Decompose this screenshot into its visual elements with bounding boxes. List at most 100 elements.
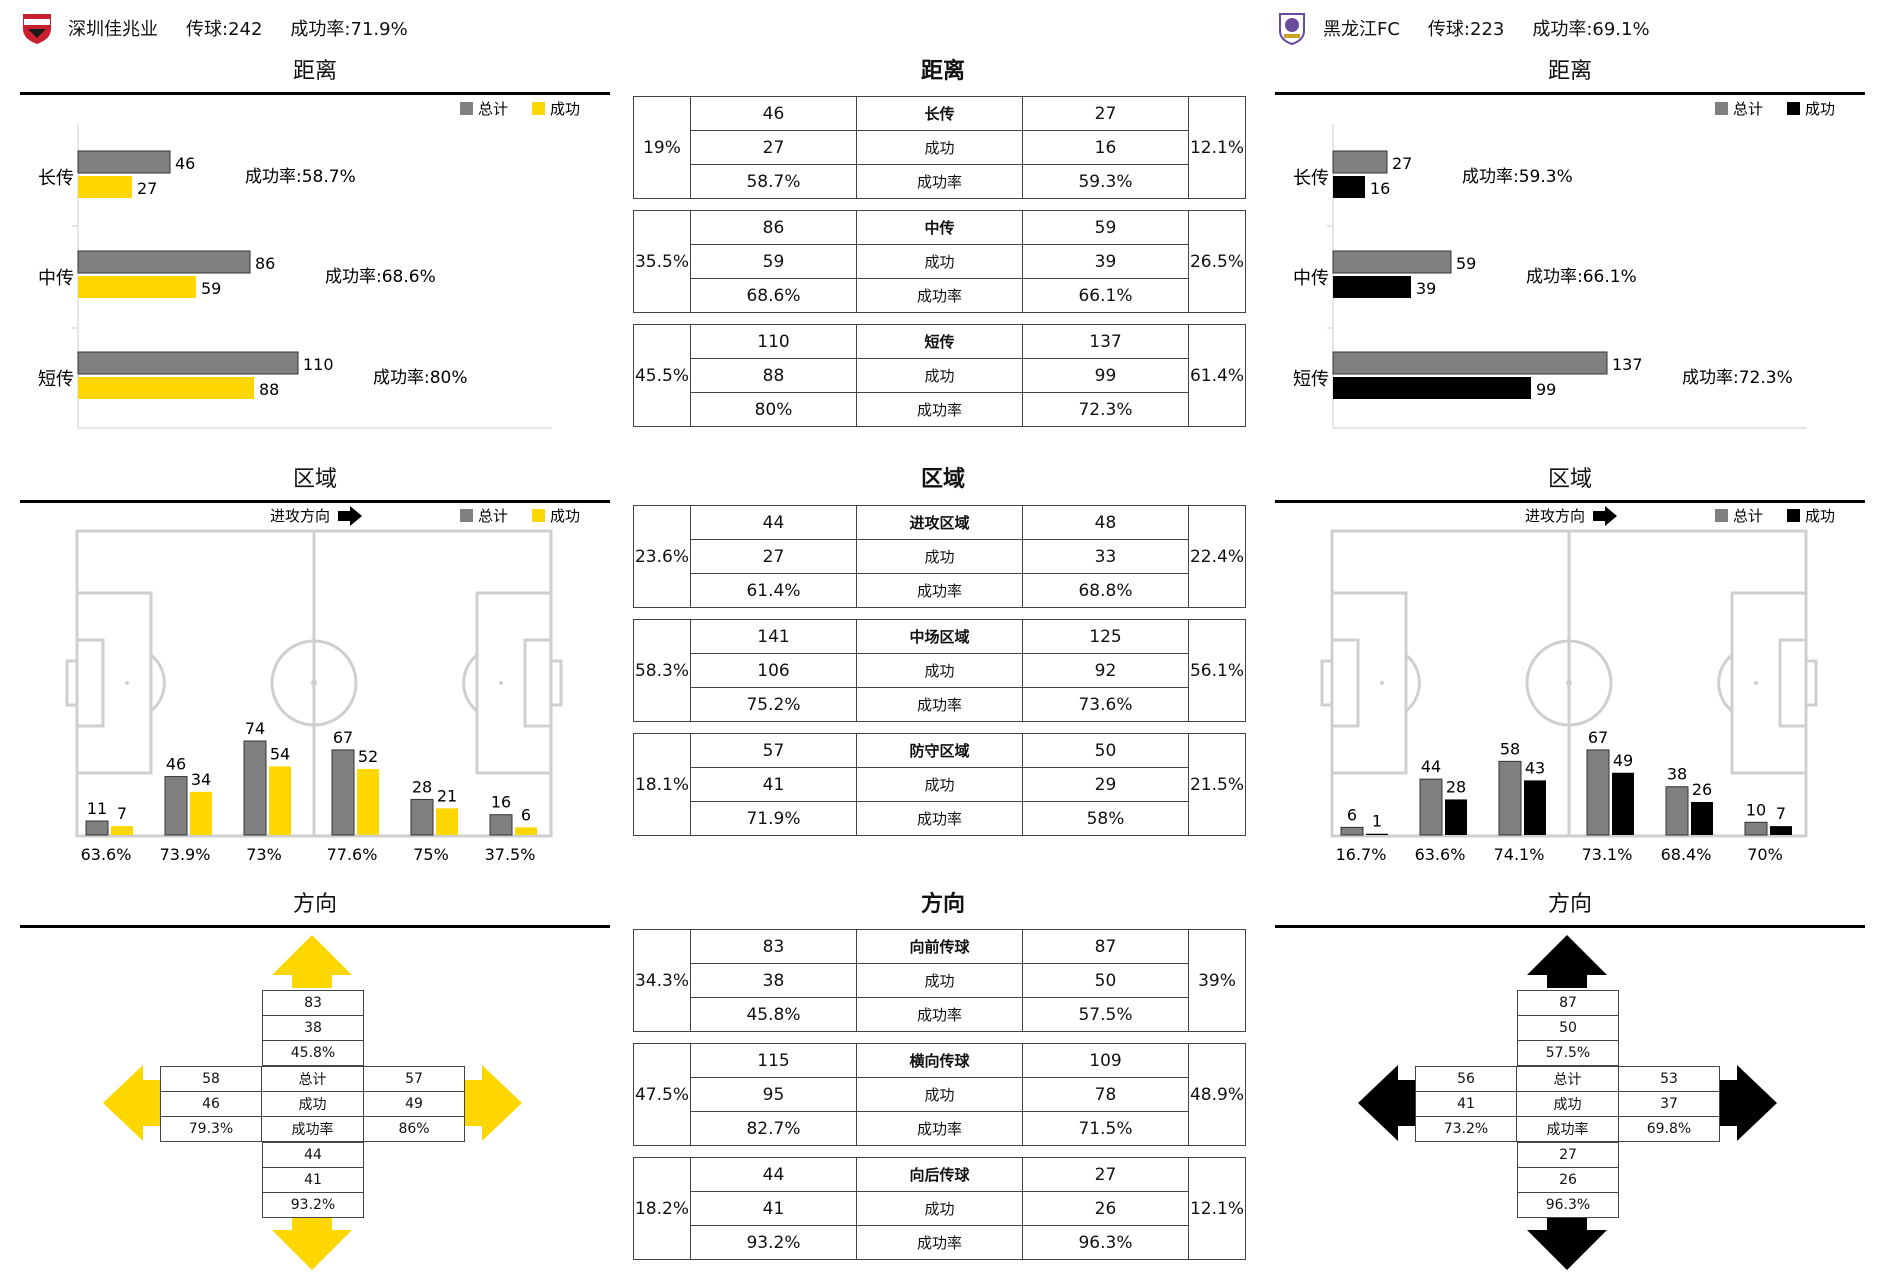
zone-bar-success-label: 7 — [117, 804, 127, 823]
left-total: 57 — [690, 733, 857, 768]
arrow-right-icon — [1593, 506, 1617, 526]
zone-bar-success — [190, 791, 212, 835]
legend-success-label: 成功 — [1805, 100, 1835, 118]
left-share: 34.3% — [633, 929, 691, 1032]
right-total: 27 — [1022, 96, 1189, 131]
category-label: 长传 — [1293, 168, 1329, 189]
bar-total — [77, 250, 251, 274]
rate-label: 成功率 — [856, 997, 1023, 1032]
zone-bar-total-label: 67 — [333, 728, 353, 747]
left-rate: 80% — [690, 392, 857, 427]
bar-total-label: 137 — [1612, 355, 1643, 374]
rate-label: 成功率 — [856, 573, 1023, 608]
left-share: 47.5% — [633, 1043, 691, 1146]
left-share: 58.3% — [633, 619, 691, 722]
legend-success-label: 成功 — [550, 507, 580, 525]
legend-total-label: 总计 — [1733, 100, 1763, 118]
zone-rate-label: 63.6% — [81, 845, 132, 864]
left-share: 35.5% — [633, 210, 691, 313]
legend-success-swatch — [1787, 102, 1800, 115]
rate-label: 成功率 — [856, 687, 1023, 722]
category-label: 中传 — [856, 210, 1023, 245]
left-team-name: 深圳佳兆业 — [68, 19, 158, 40]
left-mid-left-total: 58 — [160, 1066, 262, 1092]
right-down-rate: 96.3% — [1517, 1192, 1619, 1218]
legend-success-label: 成功 — [550, 100, 580, 118]
left-zone-title: 区域 — [292, 467, 337, 492]
success-label: 成功 — [856, 1077, 1023, 1112]
right-mid-right-success: 37 — [1618, 1091, 1720, 1117]
legend-total-label: 总计 — [1733, 507, 1763, 525]
right-mid-left-success: 41 — [1415, 1091, 1517, 1117]
left-team-header: 深圳佳兆业 传球:242 成功率:71.9% — [20, 14, 436, 44]
zone-bar-total — [1586, 749, 1610, 836]
legend-total-swatch — [460, 509, 473, 522]
right-total: 137 — [1022, 324, 1189, 359]
comparison-table: 47.5% 115 横向传球 109 48.9% 95 成功 78 82.7% … — [633, 1043, 1246, 1146]
center-distance-title: 距离 — [920, 59, 965, 84]
left-share: 18.1% — [633, 733, 691, 836]
rate-label: 成功率 — [856, 278, 1023, 313]
right-mid-label-success: 成功 — [1516, 1091, 1619, 1117]
zone-bar-total — [1665, 786, 1689, 836]
right-team-header: 黑龙江FC 传球:223 成功率:69.1% — [1275, 13, 1678, 45]
comparison-table: 58.3% 141 中场区域 125 56.1% 106 成功 92 75.2%… — [633, 619, 1246, 722]
zone-bar-success-label: 49 — [1613, 751, 1633, 770]
left-total: 86 — [690, 210, 857, 245]
left-down-total: 44 — [262, 1142, 364, 1168]
right-success: 29 — [1022, 767, 1189, 802]
zone-bar-success — [436, 808, 458, 835]
right-total: 59 — [1022, 210, 1189, 245]
left-team-logo-icon — [23, 14, 51, 44]
left-rate: 93.2% — [690, 1225, 857, 1260]
zone-bar-total-label: 16 — [491, 793, 511, 812]
bar-total — [77, 150, 171, 174]
zone-bar-success — [1366, 833, 1388, 835]
success-label: 成功 — [856, 130, 1023, 165]
right-up-success: 50 — [1517, 1015, 1619, 1041]
category-label: 横向传球 — [856, 1043, 1023, 1078]
zone-bar-success-label: 26 — [1692, 780, 1712, 799]
zone-bar-success — [1445, 799, 1467, 835]
left-up-rate: 45.8% — [262, 1040, 364, 1066]
center-spot — [1566, 680, 1572, 686]
right-success: 50 — [1022, 963, 1189, 998]
left-direction-up-table: 83 38 45.8% — [262, 990, 364, 1066]
right-total: 27 — [1022, 1157, 1189, 1192]
arrow-down-icon — [1527, 1217, 1607, 1270]
zone-rate-label: 75% — [413, 845, 449, 864]
right-direction-down-table: 27 26 96.3% — [1517, 1142, 1619, 1218]
zone-bar-success-label: 43 — [1525, 758, 1545, 777]
left-total: 110 — [690, 324, 857, 359]
category-label: 短传 — [38, 369, 74, 390]
zone-bar-total — [85, 820, 109, 836]
bar-success — [78, 276, 196, 298]
zone-bar-total-label: 6 — [1347, 805, 1357, 824]
zone-bar-success-label: 54 — [270, 744, 290, 763]
right-direction-up-table: 87 50 57.5% — [1517, 990, 1619, 1066]
right-zone-chart: 总计 成功 进攻方向 6 1 16.7% 44 28 63.6% 58 43 74.1% 67 49 73.… — [1320, 506, 1835, 864]
center-zone-title: 区域 — [920, 467, 965, 492]
zone-bar-success — [515, 827, 537, 835]
arrow-down-icon — [272, 1217, 352, 1270]
left-zone-rule — [20, 500, 610, 503]
right-zone-title: 区域 — [1547, 467, 1592, 492]
right-mid-right-rate: 69.8% — [1618, 1116, 1720, 1142]
left-up-total: 83 — [262, 990, 364, 1016]
rate-label: 成功率 — [856, 1111, 1023, 1146]
right-share: 56.1% — [1188, 619, 1246, 722]
zone-bar-success-label: 1 — [1372, 812, 1382, 831]
left-mid-left-rate: 79.3% — [160, 1116, 262, 1142]
right-distance-rule — [1275, 92, 1865, 95]
center-direction-title: 方向 — [920, 892, 965, 917]
left-penalty-box — [1330, 591, 1408, 775]
success-rate-annotation: 成功率:72.3% — [1682, 368, 1793, 388]
bar-total — [1332, 351, 1608, 375]
left-rate: 45.8% — [690, 997, 857, 1032]
right-success: 16 — [1022, 130, 1189, 165]
left-total: 44 — [690, 505, 857, 540]
left-distance-rule — [20, 92, 610, 95]
right-share: 21.5% — [1188, 733, 1246, 836]
right-total: 109 — [1022, 1043, 1189, 1078]
bar-success-label: 99 — [1536, 380, 1556, 399]
